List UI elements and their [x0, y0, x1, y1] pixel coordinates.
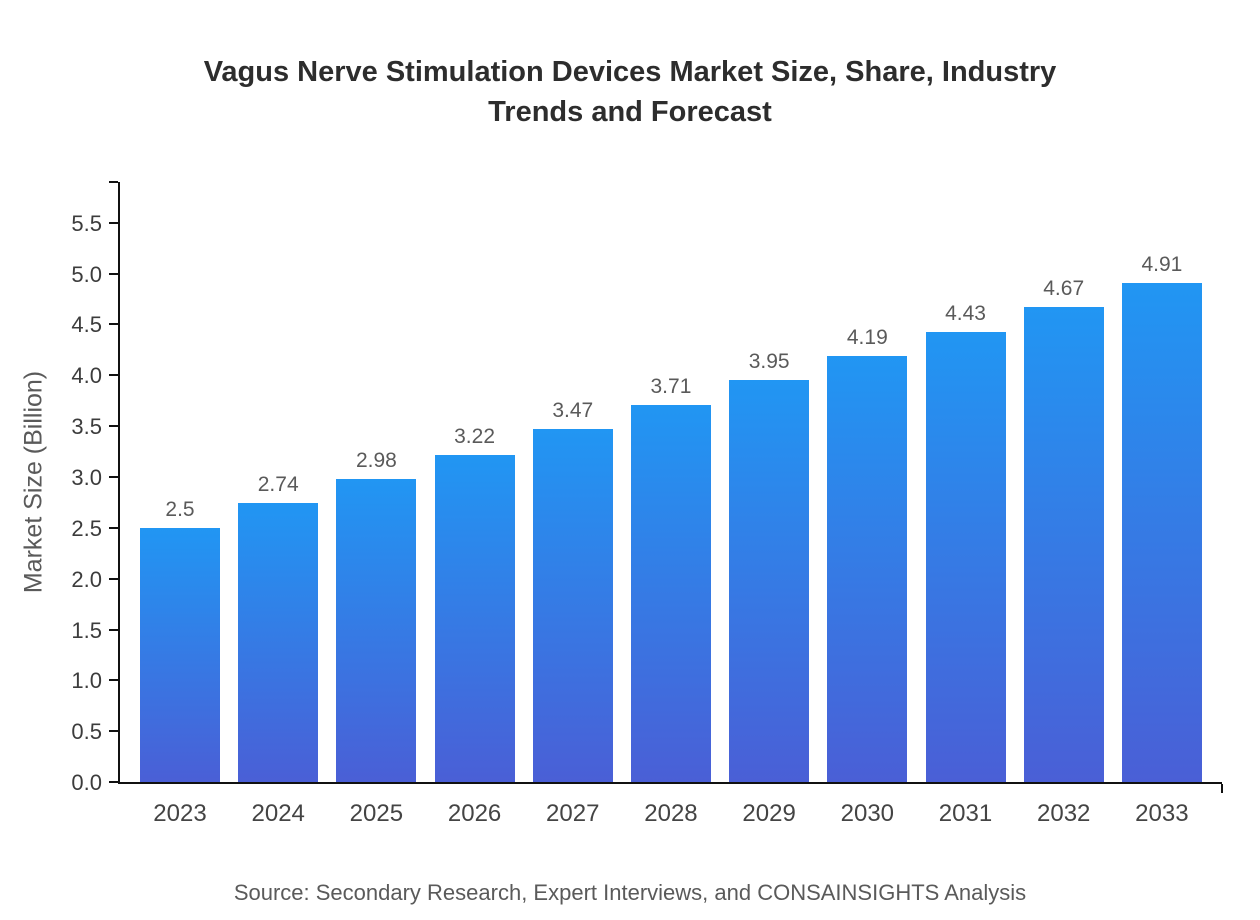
y-axis-endcap-tick [109, 181, 118, 183]
x-axis-tick-label: 2031 [938, 800, 993, 827]
y-axis-tick-label: 2.0 [71, 566, 102, 592]
y-axis-tick-label: 0.5 [71, 719, 102, 745]
y-axis-tick-label: 4.5 [71, 312, 102, 338]
bar-group: 2.98 2025 [336, 448, 417, 827]
y-axis-tick-mark [109, 323, 118, 326]
x-axis-tick-label: 2027 [546, 800, 600, 827]
y-axis-tick-label: 1.0 [71, 668, 102, 694]
bar-value-label: 4.43 [945, 301, 986, 325]
bar [238, 503, 319, 782]
x-axis-endcap-tick [1221, 784, 1223, 793]
y-axis-tick-label: 5.5 [71, 210, 102, 236]
bar-group: 3.22 2026 [434, 424, 515, 827]
y-axis-tick-label: 3.0 [71, 464, 102, 490]
bar-value-label: 3.22 [454, 424, 495, 448]
bar [827, 355, 908, 782]
bar [1121, 282, 1202, 782]
x-axis-tick-label: 2023 [153, 800, 207, 827]
bar-group: 4.67 2032 [1023, 277, 1104, 827]
y-axis-tick-mark [109, 628, 118, 631]
y-axis-tick-mark [109, 781, 118, 783]
y-axis-tick-label: 2.5 [71, 515, 102, 541]
plot-area: 0.0 0.5 1.0 1.5 2.0 2.5 3.0 3.5 4.0 4.5 5.0 5.5 2.5… [71, 181, 1223, 827]
y-axis-tick-mark [109, 730, 118, 733]
bar-group: 4.43 2031 [925, 301, 1006, 827]
y-axis-tick-label: 4.0 [71, 363, 102, 389]
bar-group: 3.95 2029 [729, 350, 810, 827]
bar [140, 527, 220, 782]
x-axis-tick-label: 2026 [447, 800, 502, 827]
y-axis-tick-label: 1.5 [71, 617, 102, 643]
y-axis-tick-mark [109, 679, 118, 682]
bar-value-label: 2.5 [165, 497, 195, 521]
bar-value-label: 4.67 [1043, 277, 1085, 301]
y-axis-tick-mark [109, 221, 118, 224]
x-axis-tick-label: 2029 [742, 800, 796, 827]
bar-value-label: 2.98 [355, 448, 397, 472]
bar [630, 404, 711, 782]
y-axis-tick-mark [109, 475, 118, 478]
bar [434, 454, 515, 782]
bar [925, 331, 1006, 782]
bar-value-label: 2.74 [257, 473, 299, 497]
bars-row: 2.5 2023 2.74 2024 2.98 2025 3.22 2026 3.47 2027 3… [120, 182, 1222, 827]
bar-value-label: 3.47 [552, 399, 594, 423]
y-axis-tick-mark [109, 577, 118, 580]
x-axis-tick-label: 2033 [1135, 800, 1189, 827]
bar-value-label: 3.71 [650, 374, 692, 398]
y-axis-tick-label: 5.0 [71, 261, 102, 287]
bar-group: 4.19 2030 [827, 325, 908, 827]
bar-value-label: 4.91 [1141, 252, 1183, 276]
bar-group: 2.74 2024 [238, 473, 319, 827]
y-axis-tick-mark [109, 526, 118, 529]
bar [1023, 307, 1104, 782]
bar [729, 380, 810, 782]
bar-group: 3.47 2027 [532, 399, 613, 827]
y-axis-tick-mark [109, 425, 118, 428]
x-axis-tick-label: 2024 [251, 800, 305, 827]
bar-value-label: 3.95 [748, 350, 790, 374]
y-axis-tick-mark [109, 374, 118, 377]
bar-value-label: 4.19 [846, 325, 888, 349]
x-axis-tick-label: 2028 [644, 800, 698, 827]
y-axis-tick-label: 3.5 [71, 414, 102, 440]
y-axis-tick-label: 0.0 [71, 770, 102, 795]
x-axis-tick-label: 2030 [840, 800, 895, 827]
chart-title: Vagus Nerve Stimulation Devices Market S… [203, 56, 1057, 129]
bar-group: 4.91 2033 [1121, 252, 1202, 827]
bar-group: 2.5 2023 [140, 497, 220, 827]
source-caption: Source: Secondary Research, Expert Inter… [233, 880, 1027, 905]
x-axis-tick-label: 2025 [349, 800, 404, 827]
x-axis-tick-label: 2032 [1036, 800, 1091, 827]
y-axis-tick-mark [109, 272, 118, 275]
bar [336, 478, 417, 782]
bar-group: 3.71 2028 [630, 374, 711, 827]
bar [532, 429, 613, 782]
